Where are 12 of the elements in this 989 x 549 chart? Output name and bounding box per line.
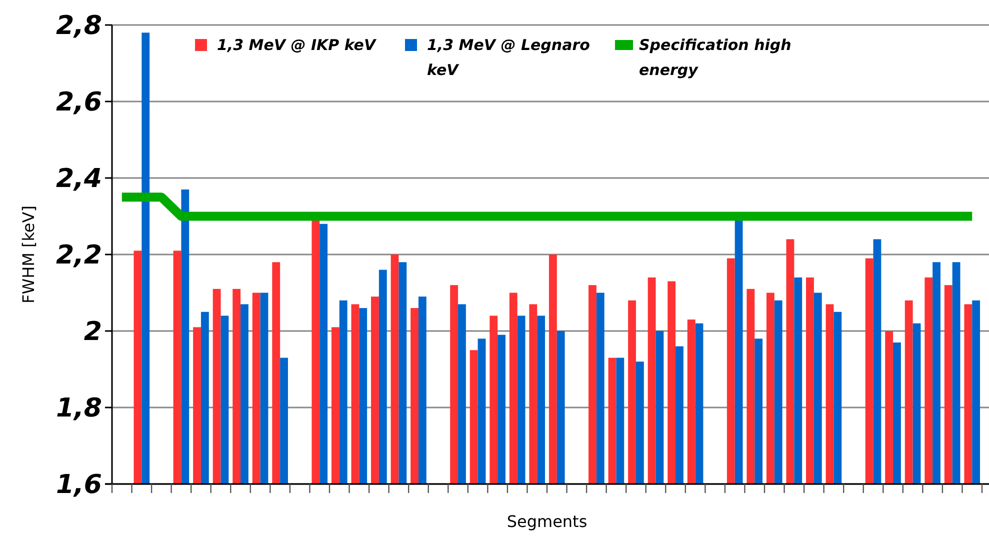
- y-tick-label: 2,8: [56, 11, 102, 42]
- y-tick-label: 2: [84, 317, 102, 348]
- y-tick-label: 2,6: [56, 88, 102, 118]
- legend-label: 1,3 MeV @ Legnaro keV: [427, 36, 590, 79]
- y-tick-label: 2,4: [56, 164, 102, 194]
- legend-label: Specification high energy: [639, 36, 792, 79]
- x-axis-title: Segments: [506, 512, 588, 531]
- y-tick-label: 1,6: [56, 470, 102, 500]
- y-tick-label: 2,2: [56, 240, 102, 271]
- y-tick-label: 1,8: [56, 394, 102, 424]
- y-axis-title: FWHM [keV]: [19, 206, 38, 304]
- legend-label: 1,3 MeV @ IKP keV: [217, 36, 377, 54]
